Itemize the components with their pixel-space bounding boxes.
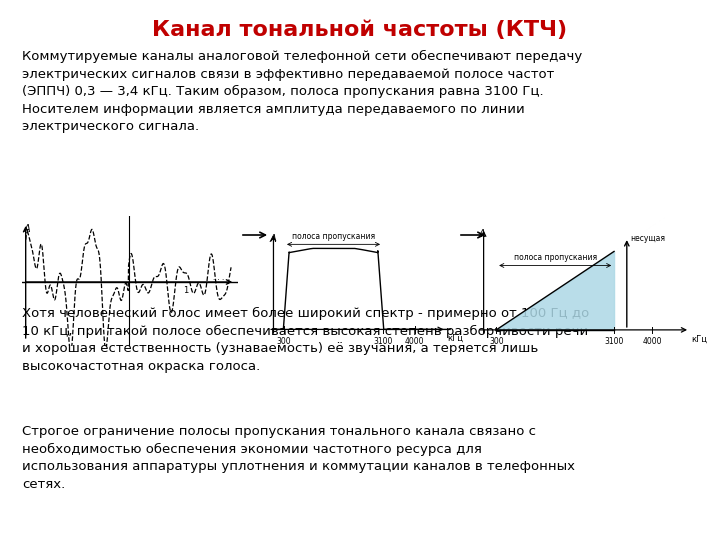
Text: А: А xyxy=(479,230,485,239)
Text: полоса пропускания: полоса пропускания xyxy=(513,253,597,262)
Text: 300: 300 xyxy=(276,337,292,346)
Text: 1: 1 xyxy=(183,286,189,295)
Text: 3100: 3100 xyxy=(373,337,392,346)
Text: 300: 300 xyxy=(489,337,503,346)
Text: Хотя человеческий голос имеет более широкий спектр - примерно от 100 Гц до
10 кГ: Хотя человеческий голос имеет более широ… xyxy=(22,307,589,373)
Text: 4000: 4000 xyxy=(642,337,662,346)
Text: 4000: 4000 xyxy=(405,337,425,346)
Text: . . .: . . . xyxy=(213,275,225,281)
Text: кГц: кГц xyxy=(690,335,707,343)
Text: несущая: несущая xyxy=(630,234,665,243)
Text: полоса пропускания: полоса пропускания xyxy=(292,232,375,241)
Text: кГц: кГц xyxy=(447,334,463,343)
Text: Канал тональной частоты (КТЧ): Канал тональной частоты (КТЧ) xyxy=(153,20,567,40)
Text: А: А xyxy=(269,234,276,244)
Text: 3100: 3100 xyxy=(605,337,624,346)
Text: Строгое ограничение полосы пропускания тонального канала связано с
необходимость: Строгое ограничение полосы пропускания т… xyxy=(22,425,575,491)
Text: Коммутируемые каналы аналоговой телефонной сети обеспечивают передачу
электричес: Коммутируемые каналы аналоговой телефонн… xyxy=(22,50,582,133)
Text: А: А xyxy=(23,225,30,234)
